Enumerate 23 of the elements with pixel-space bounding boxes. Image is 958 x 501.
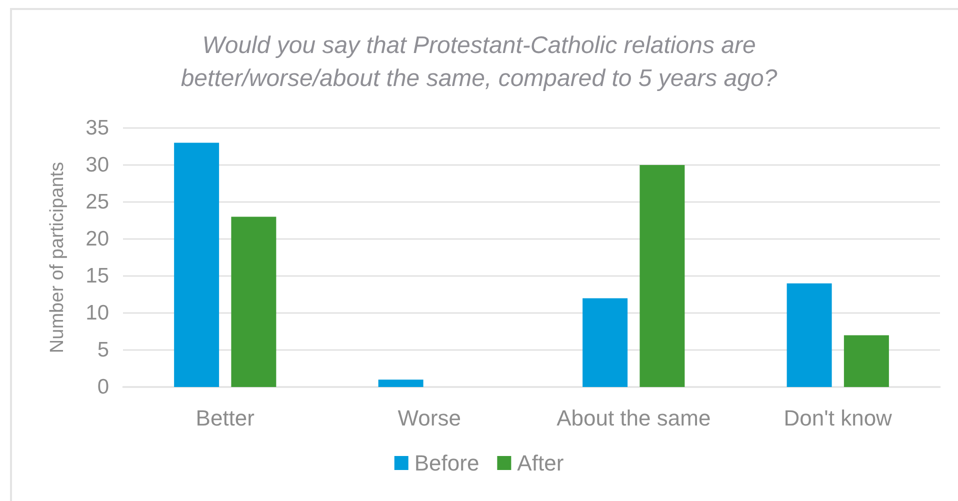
x-tick-label: About the same	[556, 406, 711, 430]
y-tick-label: 0	[97, 376, 109, 398]
bar	[378, 380, 424, 387]
legend-label: After	[517, 450, 564, 476]
y-tick-label: 25	[86, 190, 109, 214]
y-tick-label: 35	[86, 116, 109, 140]
x-tick-label: Don't know	[784, 406, 892, 430]
bar	[786, 283, 832, 387]
bar	[844, 335, 889, 387]
y-tick-label: 10	[86, 302, 109, 324]
chart-title: Would you say that Protestant-Catholic relations are better/worse/about the same, compared to 5 years ago?	[180, 32, 778, 92]
x-tick-label: Worse	[398, 406, 461, 430]
y-tick-label: 5	[97, 338, 109, 362]
bar	[231, 216, 276, 387]
legend-label: Before	[414, 450, 480, 476]
y-axis-title: Number of participants	[47, 162, 68, 354]
bar	[582, 298, 628, 387]
x-tick-label: Better	[196, 406, 254, 430]
y-tick-label: 30	[86, 154, 109, 176]
y-tick-label: 20	[86, 228, 109, 250]
bar	[640, 165, 685, 387]
bar	[174, 142, 220, 387]
y-tick-label: 15	[86, 264, 109, 288]
